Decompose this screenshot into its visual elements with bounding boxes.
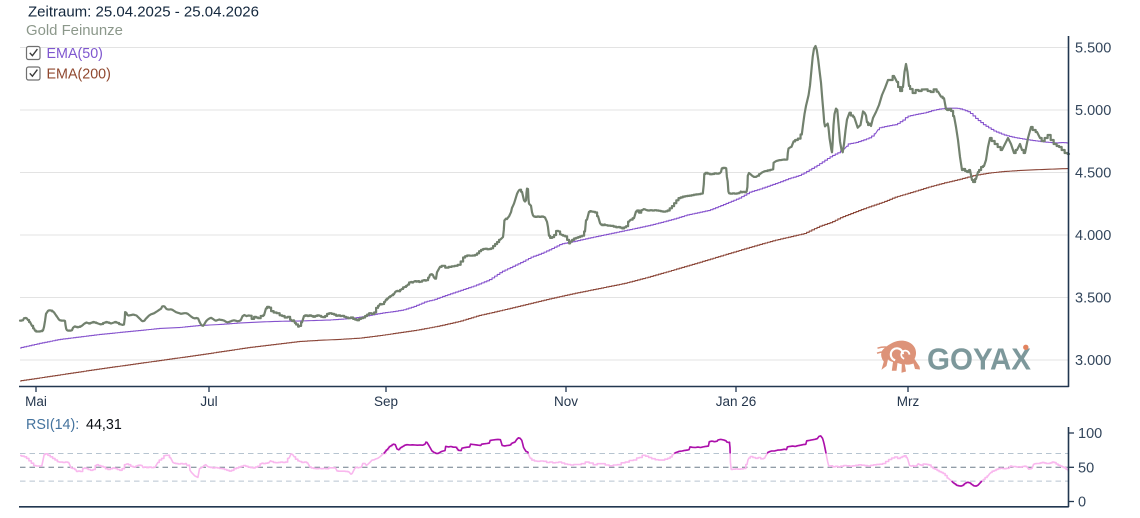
svg-text:4.500: 4.500 bbox=[1075, 166, 1111, 182]
svg-text:Sep: Sep bbox=[374, 394, 398, 409]
svg-text:Zeitraum: 25.04.2025 - 25.04.2: Zeitraum: 25.04.2025 - 25.04.2026 bbox=[28, 4, 259, 21]
svg-text:EMA(200): EMA(200) bbox=[47, 67, 111, 83]
svg-text:RSI(14):: RSI(14): bbox=[26, 417, 79, 433]
svg-text:Nov: Nov bbox=[554, 394, 578, 409]
svg-text:50: 50 bbox=[1078, 460, 1094, 476]
svg-text:4.000: 4.000 bbox=[1075, 228, 1111, 244]
svg-text:3.500: 3.500 bbox=[1075, 291, 1111, 307]
svg-text:0: 0 bbox=[1078, 495, 1086, 511]
svg-text:5.000: 5.000 bbox=[1075, 103, 1111, 119]
svg-text:5.500: 5.500 bbox=[1075, 41, 1111, 57]
svg-text:44,31: 44,31 bbox=[86, 417, 122, 433]
svg-text:Gold Feinunze: Gold Feinunze bbox=[26, 23, 123, 39]
svg-text:3.000: 3.000 bbox=[1075, 353, 1111, 369]
svg-text:Jan 26: Jan 26 bbox=[716, 394, 757, 409]
svg-text:EMA(50): EMA(50) bbox=[47, 46, 103, 62]
svg-text:Jul: Jul bbox=[200, 394, 217, 409]
svg-text:Mai: Mai bbox=[25, 394, 47, 409]
svg-text:GOYAX: GOYAX bbox=[927, 342, 1031, 377]
svg-text:Mrz: Mrz bbox=[897, 394, 920, 409]
svg-text:100: 100 bbox=[1078, 426, 1102, 442]
